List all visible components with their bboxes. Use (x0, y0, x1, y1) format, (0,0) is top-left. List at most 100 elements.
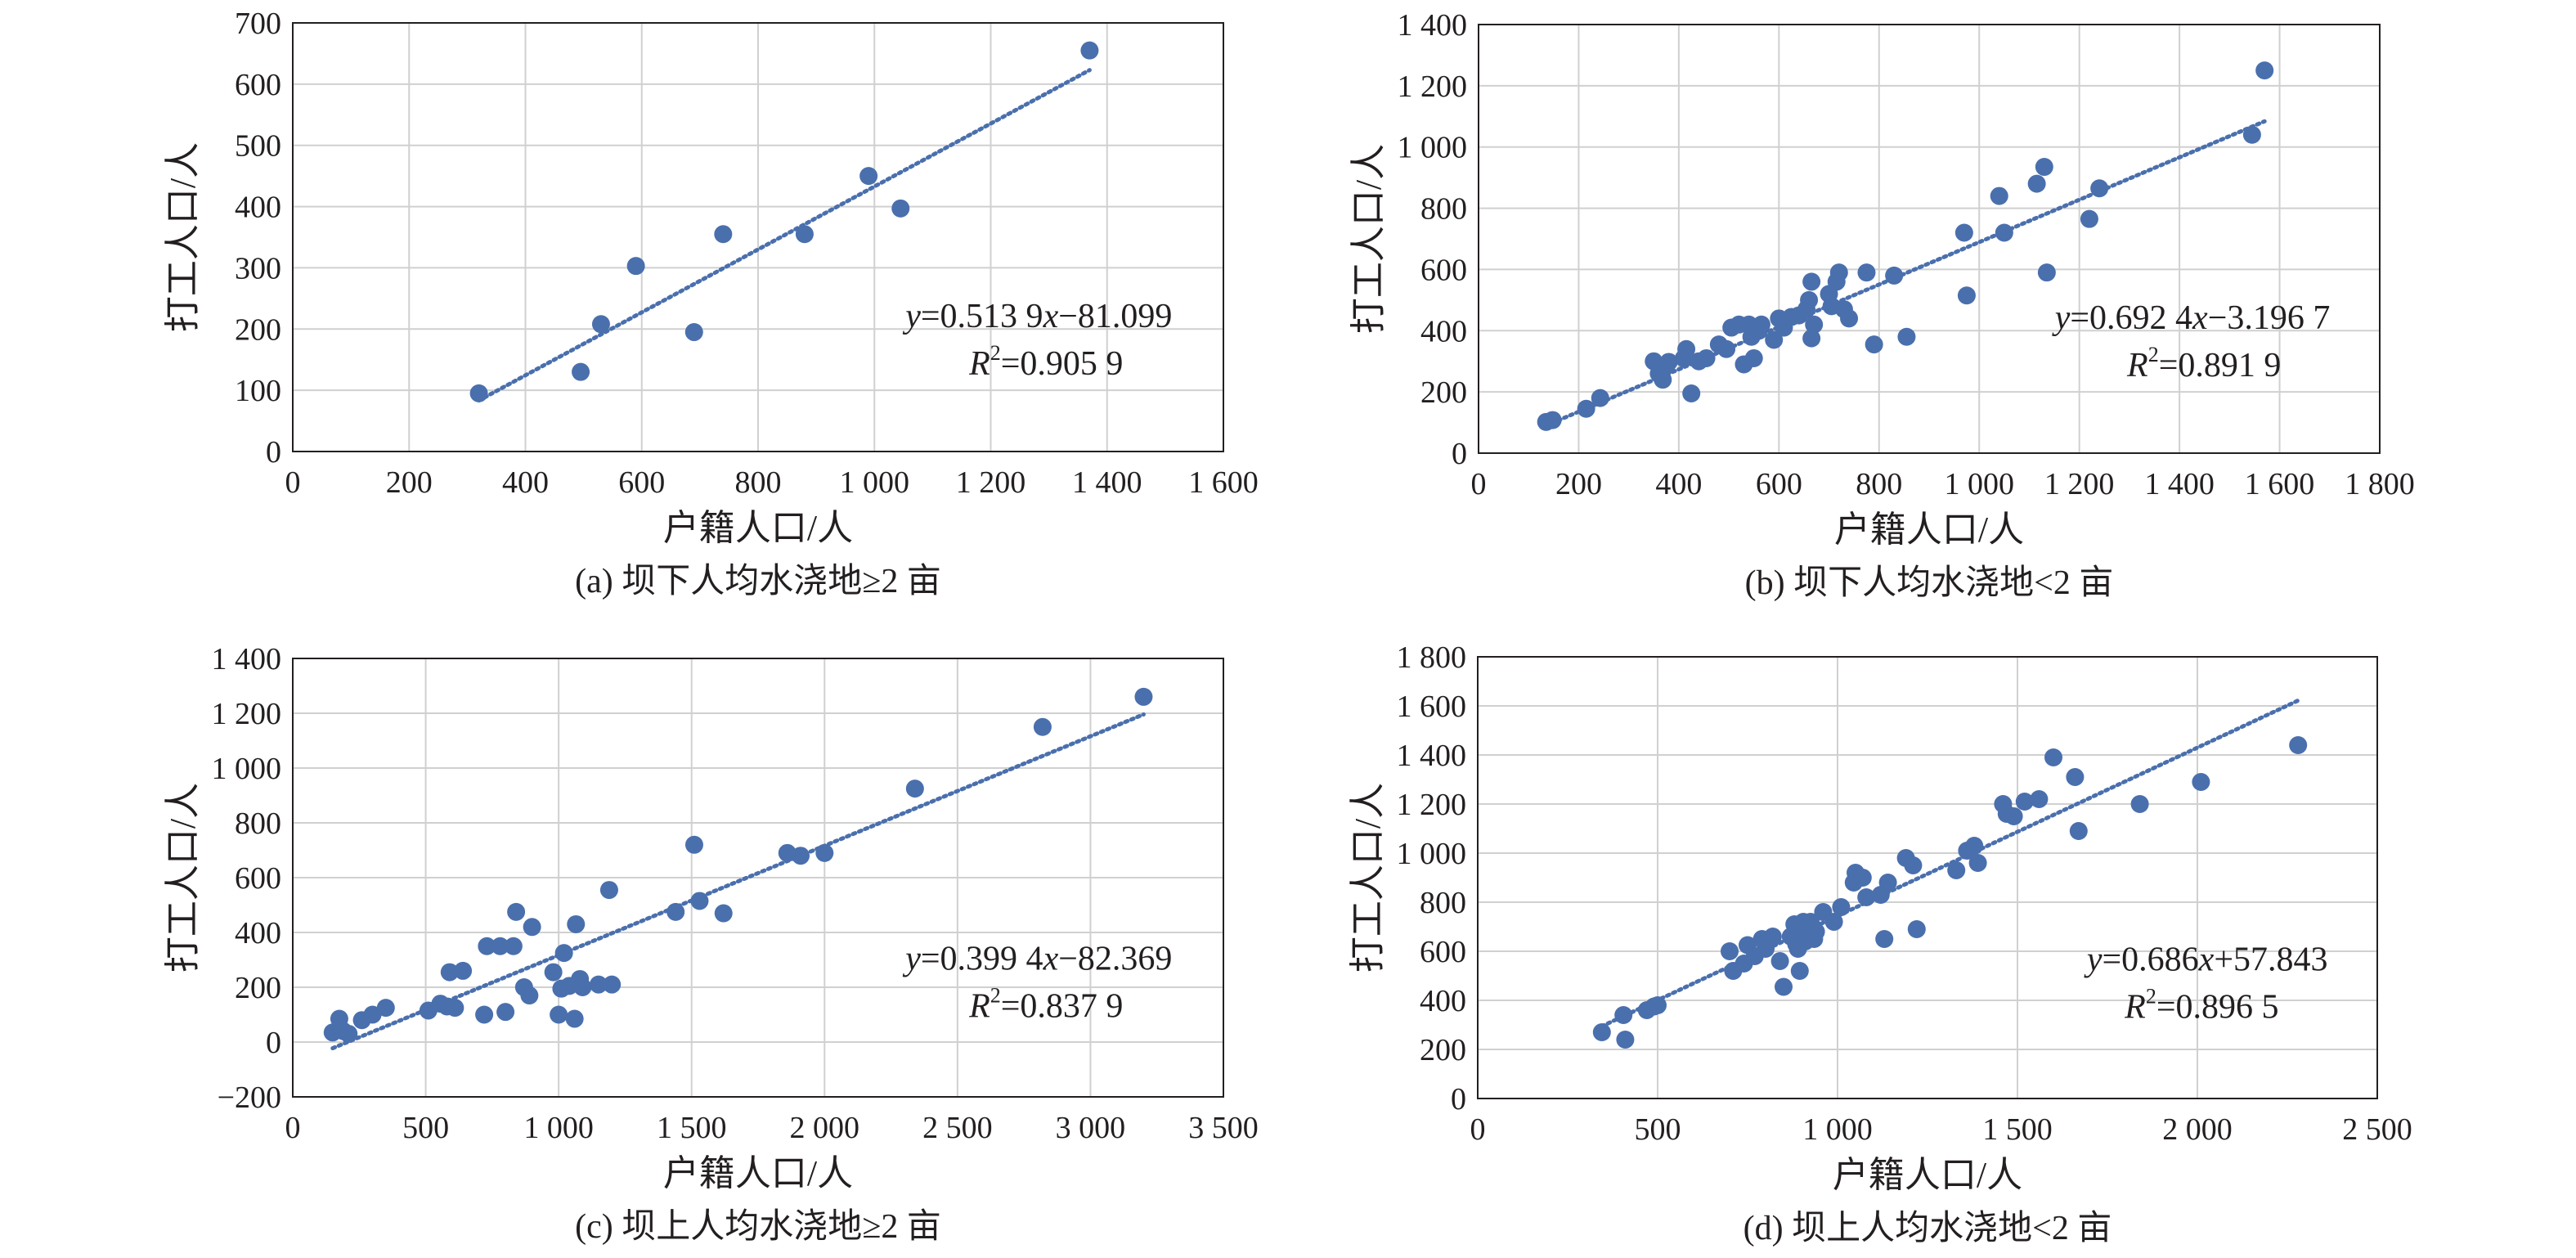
y-tick-label: 800 (1420, 886, 1466, 920)
r-squared: R2=0.905 9 (968, 341, 1123, 383)
y-tick-label: 1 400 (1397, 739, 1467, 773)
data-point (1649, 996, 1667, 1014)
data-point (684, 323, 703, 342)
y-tick-label: 400 (235, 191, 281, 225)
data-point (1865, 335, 1883, 354)
y-tick-label: 1 400 (1398, 8, 1468, 43)
data-point (2044, 748, 2062, 766)
y-tick-label: 400 (1420, 314, 1467, 348)
data-point (1744, 348, 1763, 367)
data-point (2130, 795, 2149, 813)
y-tick-label: 1 200 (1397, 788, 1467, 822)
data-point (2192, 773, 2210, 791)
x-tick-label: 1 400 (2144, 467, 2215, 501)
y-tick-label: 600 (1420, 935, 1466, 969)
x-tick-label: 1 800 (2345, 467, 2415, 501)
data-point (2066, 768, 2085, 786)
panel-caption: (c) 坝上人均水浇地≥2 亩 (575, 1207, 941, 1246)
x-tick-label: 0 (285, 465, 301, 500)
data-point (565, 1009, 584, 1028)
y-tick-label: 200 (235, 971, 281, 1005)
y-tick-label: 0 (1452, 437, 1467, 471)
x-tick-label: 1 400 (1072, 465, 1142, 500)
panel-caption: (a) 坝下人均水浇地≥2 亩 (575, 562, 941, 600)
data-point (599, 881, 618, 900)
x-tick-label: 600 (1756, 467, 1802, 501)
data-point (1853, 869, 1872, 887)
x-axis-label: 户籍人口/人 (1834, 510, 2024, 550)
data-point (2069, 822, 2088, 840)
data-point (1654, 371, 1672, 389)
data-point (859, 167, 878, 186)
x-tick-label: 1 000 (523, 1111, 594, 1145)
x-tick-label: 200 (1555, 467, 1602, 501)
y-axis-label: 打工人口/人 (1349, 144, 1389, 334)
data-point (1616, 1031, 1635, 1049)
regression-equation: y=0.686x+57.843 (2084, 941, 2328, 978)
data-point (446, 999, 464, 1018)
data-point (1800, 290, 1819, 309)
y-tick-label: 1 600 (1397, 690, 1467, 724)
r-squared: R2=0.837 9 (968, 984, 1123, 1026)
trendline (477, 68, 1092, 403)
data-point (1134, 687, 1153, 706)
data-point (507, 902, 526, 921)
data-point (523, 918, 541, 937)
y-axis-label: 打工人口/人 (1348, 783, 1388, 973)
data-point (690, 892, 709, 910)
data-point (1717, 339, 1736, 358)
y-tick-label: 0 (1451, 1082, 1466, 1116)
y-tick-label: 700 (235, 7, 281, 41)
data-point (1752, 315, 1770, 334)
data-point (714, 225, 733, 244)
data-point (1577, 399, 1595, 418)
data-point (1947, 861, 1966, 879)
x-tick-label: 0 (1470, 1112, 1486, 1147)
x-tick-label: 500 (1635, 1112, 1681, 1147)
x-tick-label: 800 (735, 465, 782, 500)
x-tick-label: 400 (502, 465, 549, 500)
r-squared: R2=0.896 5 (2124, 984, 2278, 1026)
x-tick-label: 1 500 (1982, 1112, 2053, 1147)
data-point (1832, 898, 1851, 916)
x-tick-label: 0 (1471, 467, 1487, 501)
data-point (572, 362, 590, 381)
x-tick-label: 2 500 (922, 1111, 993, 1145)
data-point (1875, 930, 1894, 948)
data-point (478, 937, 496, 955)
x-tick-label: 1 500 (657, 1111, 727, 1145)
data-point (2035, 158, 2053, 177)
x-tick-label: 2 500 (2342, 1112, 2412, 1147)
y-axis-label: 打工人口/人 (163, 783, 203, 973)
data-point (1033, 717, 1052, 736)
data-point (1682, 384, 1701, 403)
data-point (2242, 125, 2261, 144)
x-tick-label: 1 200 (2044, 467, 2115, 501)
data-point (714, 904, 733, 923)
y-tick-label: 400 (1420, 984, 1466, 1018)
data-point (1543, 411, 1562, 429)
regression-equation: y=0.692 4x−3.196 7 (2052, 299, 2331, 337)
plot-frame (1477, 656, 2378, 1099)
data-point (2015, 793, 2034, 811)
data-point (591, 315, 610, 334)
data-point (1591, 389, 1609, 407)
data-point (1770, 952, 1789, 970)
data-point (1965, 837, 1984, 855)
panel-caption: (b) 坝下人均水浇地<2 亩 (1745, 564, 2114, 602)
data-point (475, 1005, 494, 1024)
data-point (1885, 266, 1904, 285)
data-point (891, 199, 910, 218)
data-point (1659, 353, 1678, 371)
data-point (1790, 962, 1809, 980)
data-point (1990, 186, 2008, 205)
data-point (1840, 309, 1859, 328)
x-tick-label: 3 000 (1056, 1111, 1126, 1145)
data-point (2255, 61, 2274, 80)
data-point (454, 961, 473, 980)
y-tick-label: 1 400 (212, 642, 282, 676)
chart-panel-a: 0 200 400 600 800 1 000 1 200 1 400 1 600 0 100 200… (163, 7, 1259, 600)
x-tick-label: 2 000 (790, 1111, 860, 1145)
y-tick-label: 1 800 (1397, 640, 1467, 675)
data-point (504, 937, 523, 955)
